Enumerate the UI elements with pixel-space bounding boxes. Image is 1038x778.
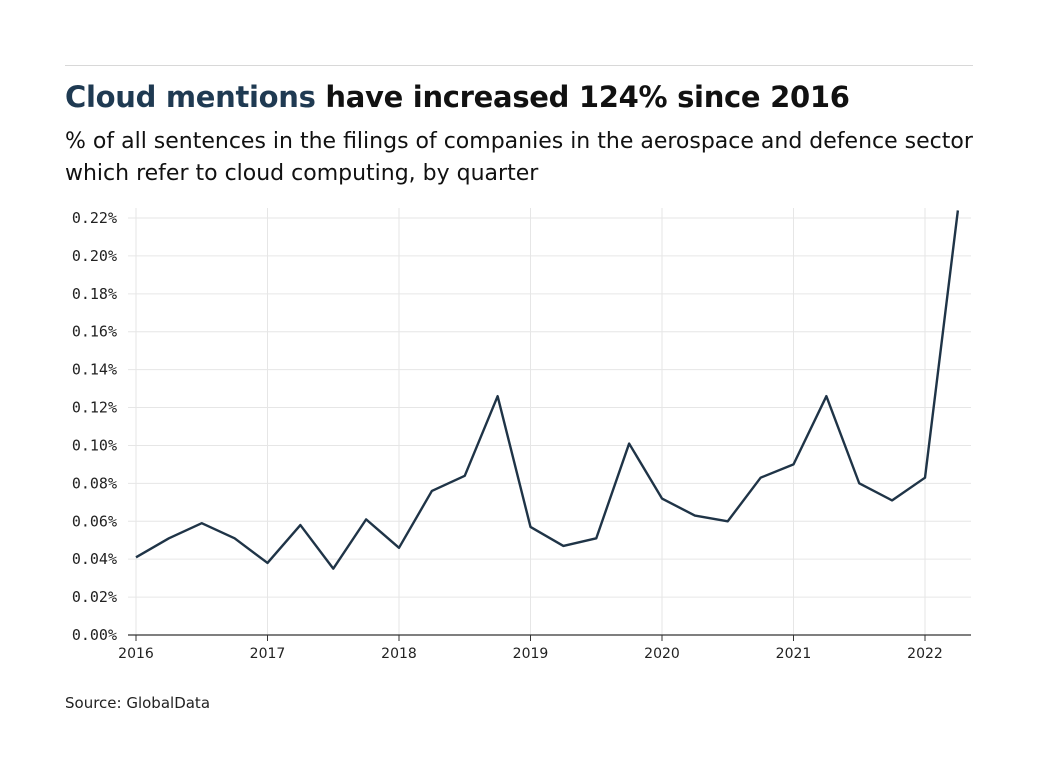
y-tick-label: 0.14%: [72, 361, 117, 379]
y-tick-label: 0.08%: [72, 474, 117, 492]
title-rest: have increased 124% since 2016: [315, 80, 850, 114]
x-tick-label: 2020: [644, 646, 680, 662]
series-line: [135, 210, 960, 570]
y-tick-label: 0.18%: [72, 285, 117, 303]
top-rule: [65, 65, 973, 66]
y-tick-label: 0.06%: [72, 512, 117, 530]
y-tick-label: 0.20%: [72, 247, 117, 265]
x-tick-label: 2018: [381, 646, 417, 662]
y-tick-label: 0.10%: [72, 436, 117, 454]
y-tick-label: 0.04%: [72, 550, 117, 568]
chart-title: Cloud mentions have increased 124% since…: [65, 80, 850, 114]
source-note: Source: GlobalData: [65, 694, 211, 712]
y-tick-label: 0.22%: [72, 209, 117, 227]
x-tick-label: 2022: [907, 646, 943, 662]
y-tick-label: 0.12%: [72, 399, 117, 417]
chart-subtitle: % of all sentences in the filings of com…: [65, 129, 973, 186]
x-tick-label: 2019: [513, 646, 549, 662]
y-tick-label: 0.00%: [72, 626, 117, 644]
x-tick-label: 2021: [776, 646, 812, 662]
title-highlight: Cloud mentions: [65, 80, 316, 114]
x-tick-label: 2017: [250, 646, 286, 662]
y-tick-label: 0.02%: [72, 588, 117, 606]
y-tick-label: 0.16%: [72, 323, 117, 341]
x-tick-label: 2016: [118, 646, 154, 662]
